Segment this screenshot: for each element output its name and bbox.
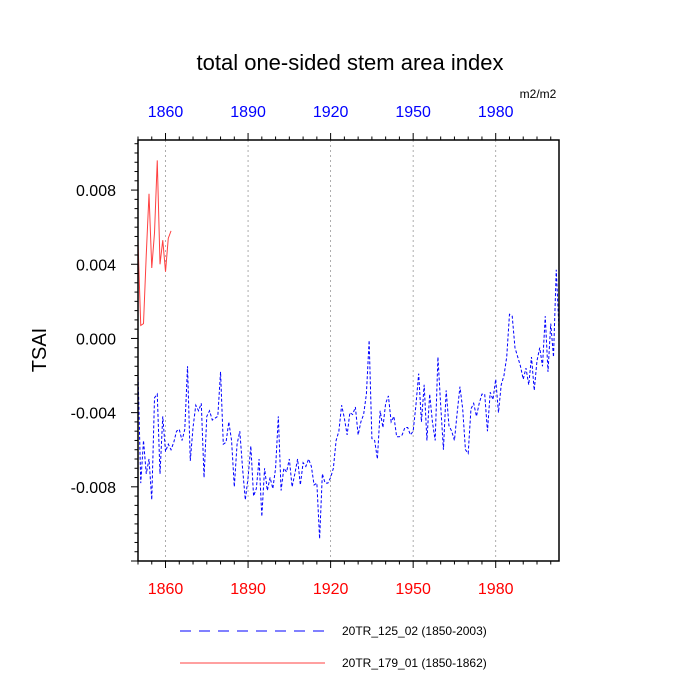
legend: 20TR_125_02 (1850-2003) 20TR_179_01 (185… — [180, 624, 487, 670]
x-tick-label-top: 1860 — [148, 104, 184, 121]
chart-units: m2/m2 — [520, 87, 557, 101]
x-tick-labels-bottom: 1860 1890 1920 1950 1980 — [148, 581, 514, 598]
series-line-1 — [137, 269, 560, 539]
x-tick-label-top: 1920 — [313, 104, 349, 121]
y-tick-label: 0.008 — [76, 183, 116, 200]
x-tick-label-bottom: 1860 — [148, 581, 184, 598]
x-tick-label-bottom: 1920 — [313, 581, 349, 598]
y-tick-labels: 0.008 0.004 0.000 -0.004 -0.008 — [71, 183, 116, 497]
chart-title: total one-sided stem area index — [197, 50, 504, 75]
y-tick-label: 0.000 — [76, 331, 116, 348]
x-tick-label-bottom: 1950 — [395, 581, 431, 598]
legend-label-series-1: 20TR_125_02 (1850-2003) — [342, 624, 487, 638]
series-layer — [137, 160, 560, 539]
y-axis-label: TSAI — [29, 328, 51, 372]
x-tick-label-bottom: 1890 — [230, 581, 266, 598]
series-line-2 — [137, 160, 172, 327]
legend-label-series-2: 20TR_179_01 (1850-1862) — [342, 656, 487, 670]
plot-area-frame — [137, 139, 560, 562]
y-tick-label: -0.004 — [71, 406, 116, 423]
axis-ticks — [131, 133, 552, 568]
x-tick-label-bottom: 1980 — [478, 581, 514, 598]
x-tick-label-top: 1950 — [395, 104, 431, 121]
x-tick-label-top: 1980 — [478, 104, 514, 121]
y-tick-label: 0.004 — [76, 257, 116, 274]
x-tick-label-top: 1890 — [230, 104, 266, 121]
x-tick-labels-top: 1860 1890 1920 1950 1980 — [148, 104, 514, 121]
y-tick-label: -0.008 — [71, 480, 116, 497]
grid-lines — [165, 140, 497, 561]
